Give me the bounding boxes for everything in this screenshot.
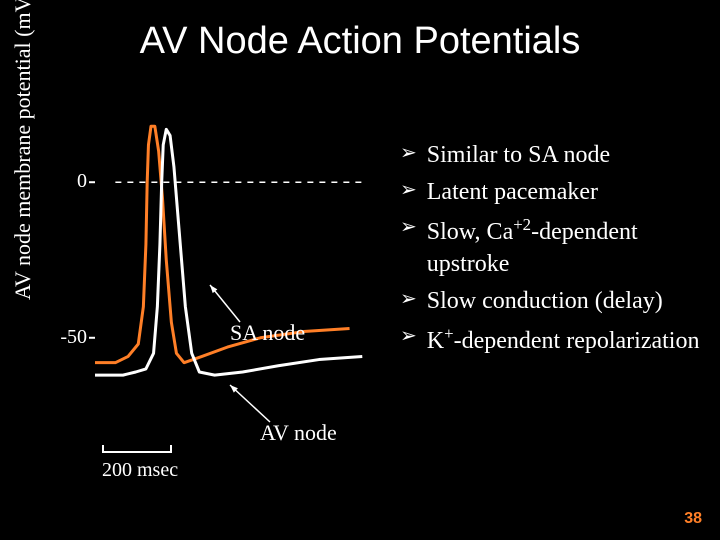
bullet-text: Slow, Ca+2-dependent upstroke bbox=[427, 214, 700, 279]
bullet-marker: ➢ bbox=[400, 323, 417, 349]
page-number: 38 bbox=[684, 510, 702, 528]
bullet-marker: ➢ bbox=[400, 177, 417, 203]
y-axis-label: AV node membrane potential (mV) bbox=[10, 0, 36, 300]
bullet-marker: ➢ bbox=[400, 214, 417, 240]
bullet-text: Similar to SA node bbox=[427, 140, 610, 171]
bullet-item: ➢ Similar to SA node bbox=[400, 140, 700, 171]
scalebar-label: 200 msec bbox=[102, 459, 178, 482]
bullet-marker: ➢ bbox=[400, 286, 417, 312]
series-av-node bbox=[95, 129, 362, 375]
series-sa-node bbox=[95, 126, 350, 362]
time-scalebar bbox=[102, 445, 172, 453]
slide-title: AV Node Action Potentials bbox=[0, 0, 720, 63]
chart: 0 -50 SA node AV node 200 msec bbox=[60, 100, 380, 480]
bullet-item: ➢ Slow conduction (delay) bbox=[400, 286, 700, 317]
annotation-label: AV node bbox=[260, 420, 337, 446]
annotation-label: SA node bbox=[230, 320, 305, 346]
bullet-text: Latent pacemaker bbox=[427, 177, 598, 208]
bullet-marker: ➢ bbox=[400, 140, 417, 166]
bullet-item: ➢ Latent pacemaker bbox=[400, 177, 700, 208]
bullet-item: ➢ Slow, Ca+2-dependent upstroke bbox=[400, 214, 700, 279]
bullet-text: K+-dependent repolarization bbox=[427, 323, 700, 357]
bullet-list: ➢ Similar to SA node ➢ Latent pacemaker ➢ Slo… bbox=[400, 140, 700, 363]
bullet-text: Slow conduction (delay) bbox=[427, 286, 663, 317]
bullet-item: ➢ K+-dependent repolarization bbox=[400, 323, 700, 357]
ytick-label: -50 bbox=[57, 326, 87, 349]
ytick-label: 0 bbox=[57, 170, 87, 193]
